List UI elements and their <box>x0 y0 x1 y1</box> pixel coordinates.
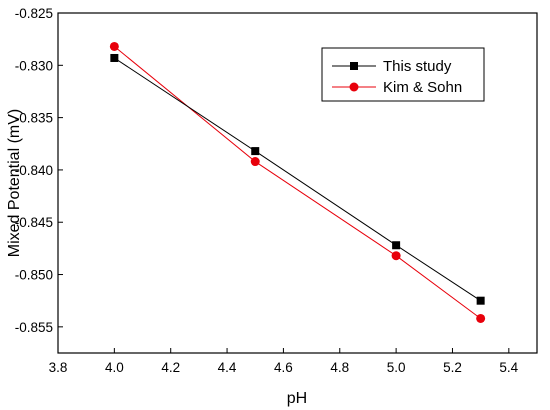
y-tick-label: -0.850 <box>15 268 53 283</box>
y-tick-label: -0.845 <box>15 215 53 230</box>
plot-frame <box>57 12 538 354</box>
series-1-point <box>109 41 119 51</box>
legend-label-0: This study <box>383 58 452 75</box>
x-tick-label: 5.0 <box>387 360 406 375</box>
x-tick-label: 4.4 <box>218 360 237 375</box>
series-0-point <box>251 147 260 156</box>
y-tick-label: -0.855 <box>15 320 53 335</box>
x-tick-label: 4.0 <box>105 360 124 375</box>
series-0-line <box>114 57 481 302</box>
series-0-point <box>476 296 485 305</box>
y-tick-label: -0.830 <box>15 58 53 73</box>
series-layer <box>109 41 486 323</box>
legend-label-1: Kim & Sohn <box>383 79 462 96</box>
axis-ticks: 3.8 4.0 4.2 4.4 4.6 4.8 5.0 5.2 5.4 -0.825 -0.830 -… <box>15 6 519 375</box>
series-1-point <box>476 313 486 323</box>
legend-marker-1 <box>349 82 359 92</box>
series-0-point <box>392 241 401 250</box>
legend-marker-0 <box>350 62 358 70</box>
y-axis-title: Mixed Potential (mV) <box>6 109 23 258</box>
x-axis-title: pH <box>287 390 307 407</box>
series-0-point <box>110 53 119 62</box>
x-tick-label: 4.2 <box>161 360 180 375</box>
legend-box <box>321 47 485 102</box>
x-tick-label: 5.4 <box>499 360 518 375</box>
series-1-point <box>250 157 260 167</box>
x-tick-label: 4.8 <box>330 360 349 375</box>
y-tick-label: -0.825 <box>15 6 53 21</box>
y-tick-label: -0.835 <box>15 111 53 126</box>
legend: This study Kim & Sohn <box>321 47 485 102</box>
series-1-point <box>391 251 401 261</box>
x-tick-label: 5.2 <box>443 360 462 375</box>
x-tick-label: 4.6 <box>274 360 293 375</box>
x-tick-label: 3.8 <box>49 360 68 375</box>
y-tick-label: -0.840 <box>15 163 53 178</box>
